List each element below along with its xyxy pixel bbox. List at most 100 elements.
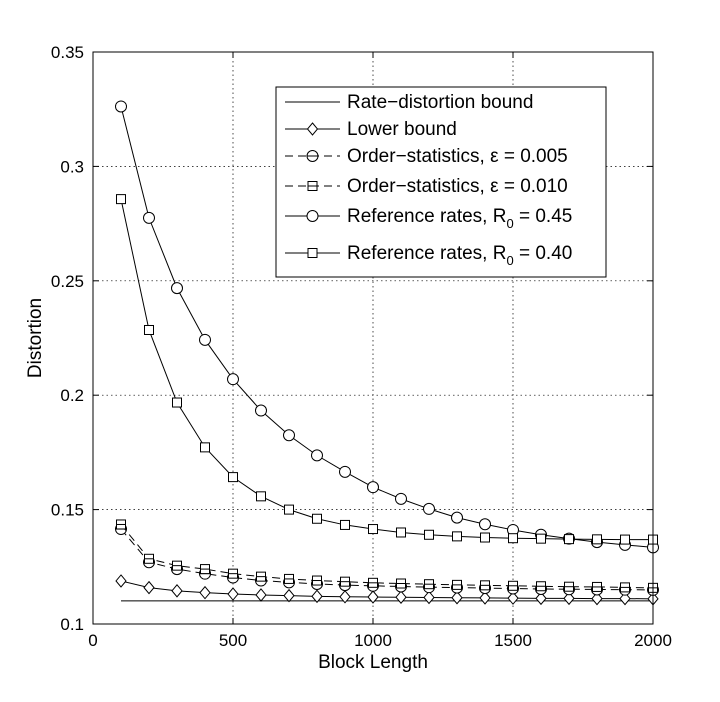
data-point-shape bbox=[283, 429, 295, 442]
data-point bbox=[312, 575, 322, 586]
data-point bbox=[312, 513, 322, 524]
data-point bbox=[340, 576, 350, 587]
legend-label-subscript: 0 bbox=[506, 253, 513, 268]
data-point-shape bbox=[227, 373, 239, 386]
legend-marker bbox=[307, 248, 318, 258]
data-point-shape bbox=[564, 534, 574, 545]
data-point-shape bbox=[172, 397, 182, 408]
legend-label: Reference rates, R0 = 0.40 bbox=[347, 243, 572, 268]
data-point bbox=[200, 442, 210, 453]
data-point bbox=[451, 511, 463, 524]
series-3 bbox=[116, 519, 658, 593]
data-point bbox=[479, 518, 491, 531]
data-point bbox=[228, 472, 238, 483]
data-point-shape bbox=[144, 324, 154, 335]
data-point bbox=[508, 580, 518, 591]
data-point bbox=[479, 591, 491, 605]
data-point-shape bbox=[312, 513, 322, 524]
data-point bbox=[620, 534, 630, 545]
data-point bbox=[199, 585, 211, 600]
legend-entry: Reference rates, R0 = 0.40 bbox=[285, 243, 572, 268]
legend-entry: Rate−distortion bound bbox=[285, 92, 533, 113]
data-point-shape bbox=[171, 282, 183, 295]
y-tick-label: 0.25 bbox=[51, 272, 84, 291]
data-point bbox=[340, 519, 350, 530]
legend-label-main: Lower bound bbox=[347, 119, 457, 140]
legend: Rate−distortion bound Lower bound Order−st… bbox=[275, 86, 607, 278]
data-point-shape bbox=[396, 527, 406, 538]
data-point bbox=[564, 581, 574, 592]
y-axis-title: Distortion bbox=[25, 298, 46, 378]
data-point bbox=[171, 584, 183, 598]
data-point bbox=[143, 580, 155, 595]
data-point bbox=[171, 282, 183, 295]
data-point-shape bbox=[395, 492, 407, 505]
data-point-shape bbox=[452, 531, 462, 542]
data-point bbox=[115, 574, 127, 588]
axis-ticks: 0 500 1000 1500 2000 0.1 0.15 0.2 0.25 0.3 0.35 bbox=[51, 43, 672, 650]
legend-label-tail: = 0.45 bbox=[514, 206, 573, 227]
legend-label: Order−statistics, ε = 0.010 bbox=[347, 176, 568, 197]
data-point-shape bbox=[367, 481, 379, 494]
data-point bbox=[564, 534, 574, 545]
data-point-shape bbox=[451, 511, 463, 524]
data-point-shape bbox=[424, 529, 434, 540]
data-point bbox=[115, 100, 127, 113]
data-point-shape bbox=[339, 465, 351, 478]
data-point bbox=[172, 397, 182, 408]
data-point bbox=[339, 589, 351, 604]
data-point bbox=[535, 591, 547, 606]
series-1 bbox=[115, 574, 659, 606]
legend-marker-shape bbox=[307, 248, 318, 258]
legend-label: Order−statistics, ε = 0.005 bbox=[347, 146, 568, 167]
x-tick-label: 1500 bbox=[494, 631, 532, 650]
y-tick-label: 0.3 bbox=[60, 157, 84, 176]
series-5 bbox=[116, 194, 658, 545]
data-point-shape bbox=[592, 534, 602, 545]
data-point bbox=[339, 465, 351, 478]
data-point bbox=[368, 524, 378, 535]
data-point bbox=[451, 590, 463, 605]
data-point bbox=[592, 581, 602, 592]
data-point bbox=[508, 533, 518, 544]
legend-label-main: Reference rates, R bbox=[347, 243, 506, 264]
data-point bbox=[396, 578, 406, 589]
x-tick-label: 0 bbox=[88, 631, 97, 650]
data-point bbox=[591, 591, 603, 606]
data-point bbox=[227, 373, 239, 386]
data-point-shape bbox=[536, 533, 546, 544]
data-point bbox=[227, 587, 239, 601]
data-point-shape bbox=[368, 524, 378, 535]
data-point bbox=[423, 502, 435, 515]
legend-marker bbox=[306, 210, 319, 222]
data-point bbox=[143, 211, 155, 224]
data-point bbox=[283, 429, 295, 442]
data-point-shape bbox=[115, 100, 127, 113]
data-point bbox=[256, 571, 266, 582]
data-point bbox=[395, 590, 407, 605]
data-point-shape bbox=[480, 532, 490, 543]
x-tick-label: 2000 bbox=[634, 631, 672, 650]
data-point bbox=[424, 579, 434, 590]
data-point bbox=[144, 324, 154, 335]
data-point bbox=[452, 531, 462, 542]
data-point bbox=[367, 481, 379, 494]
data-point-shape bbox=[255, 404, 267, 417]
data-point bbox=[396, 527, 406, 538]
data-point-shape bbox=[200, 442, 210, 453]
data-point-shape bbox=[228, 472, 238, 483]
legend-entry: Lower bound bbox=[285, 119, 457, 140]
data-point bbox=[563, 591, 575, 606]
data-point bbox=[284, 504, 294, 515]
legend-label-main: Order−statistics, ε = 0.010 bbox=[347, 176, 568, 197]
legend-box bbox=[275, 86, 607, 278]
data-point bbox=[116, 519, 126, 530]
data-series bbox=[115, 100, 659, 606]
data-point-shape bbox=[423, 502, 435, 515]
data-point bbox=[311, 589, 323, 604]
legend-label-tail: = 0.40 bbox=[514, 243, 573, 264]
legend-label-main: Rate−distortion bound bbox=[347, 92, 533, 113]
data-point bbox=[507, 591, 519, 605]
data-point bbox=[424, 529, 434, 540]
